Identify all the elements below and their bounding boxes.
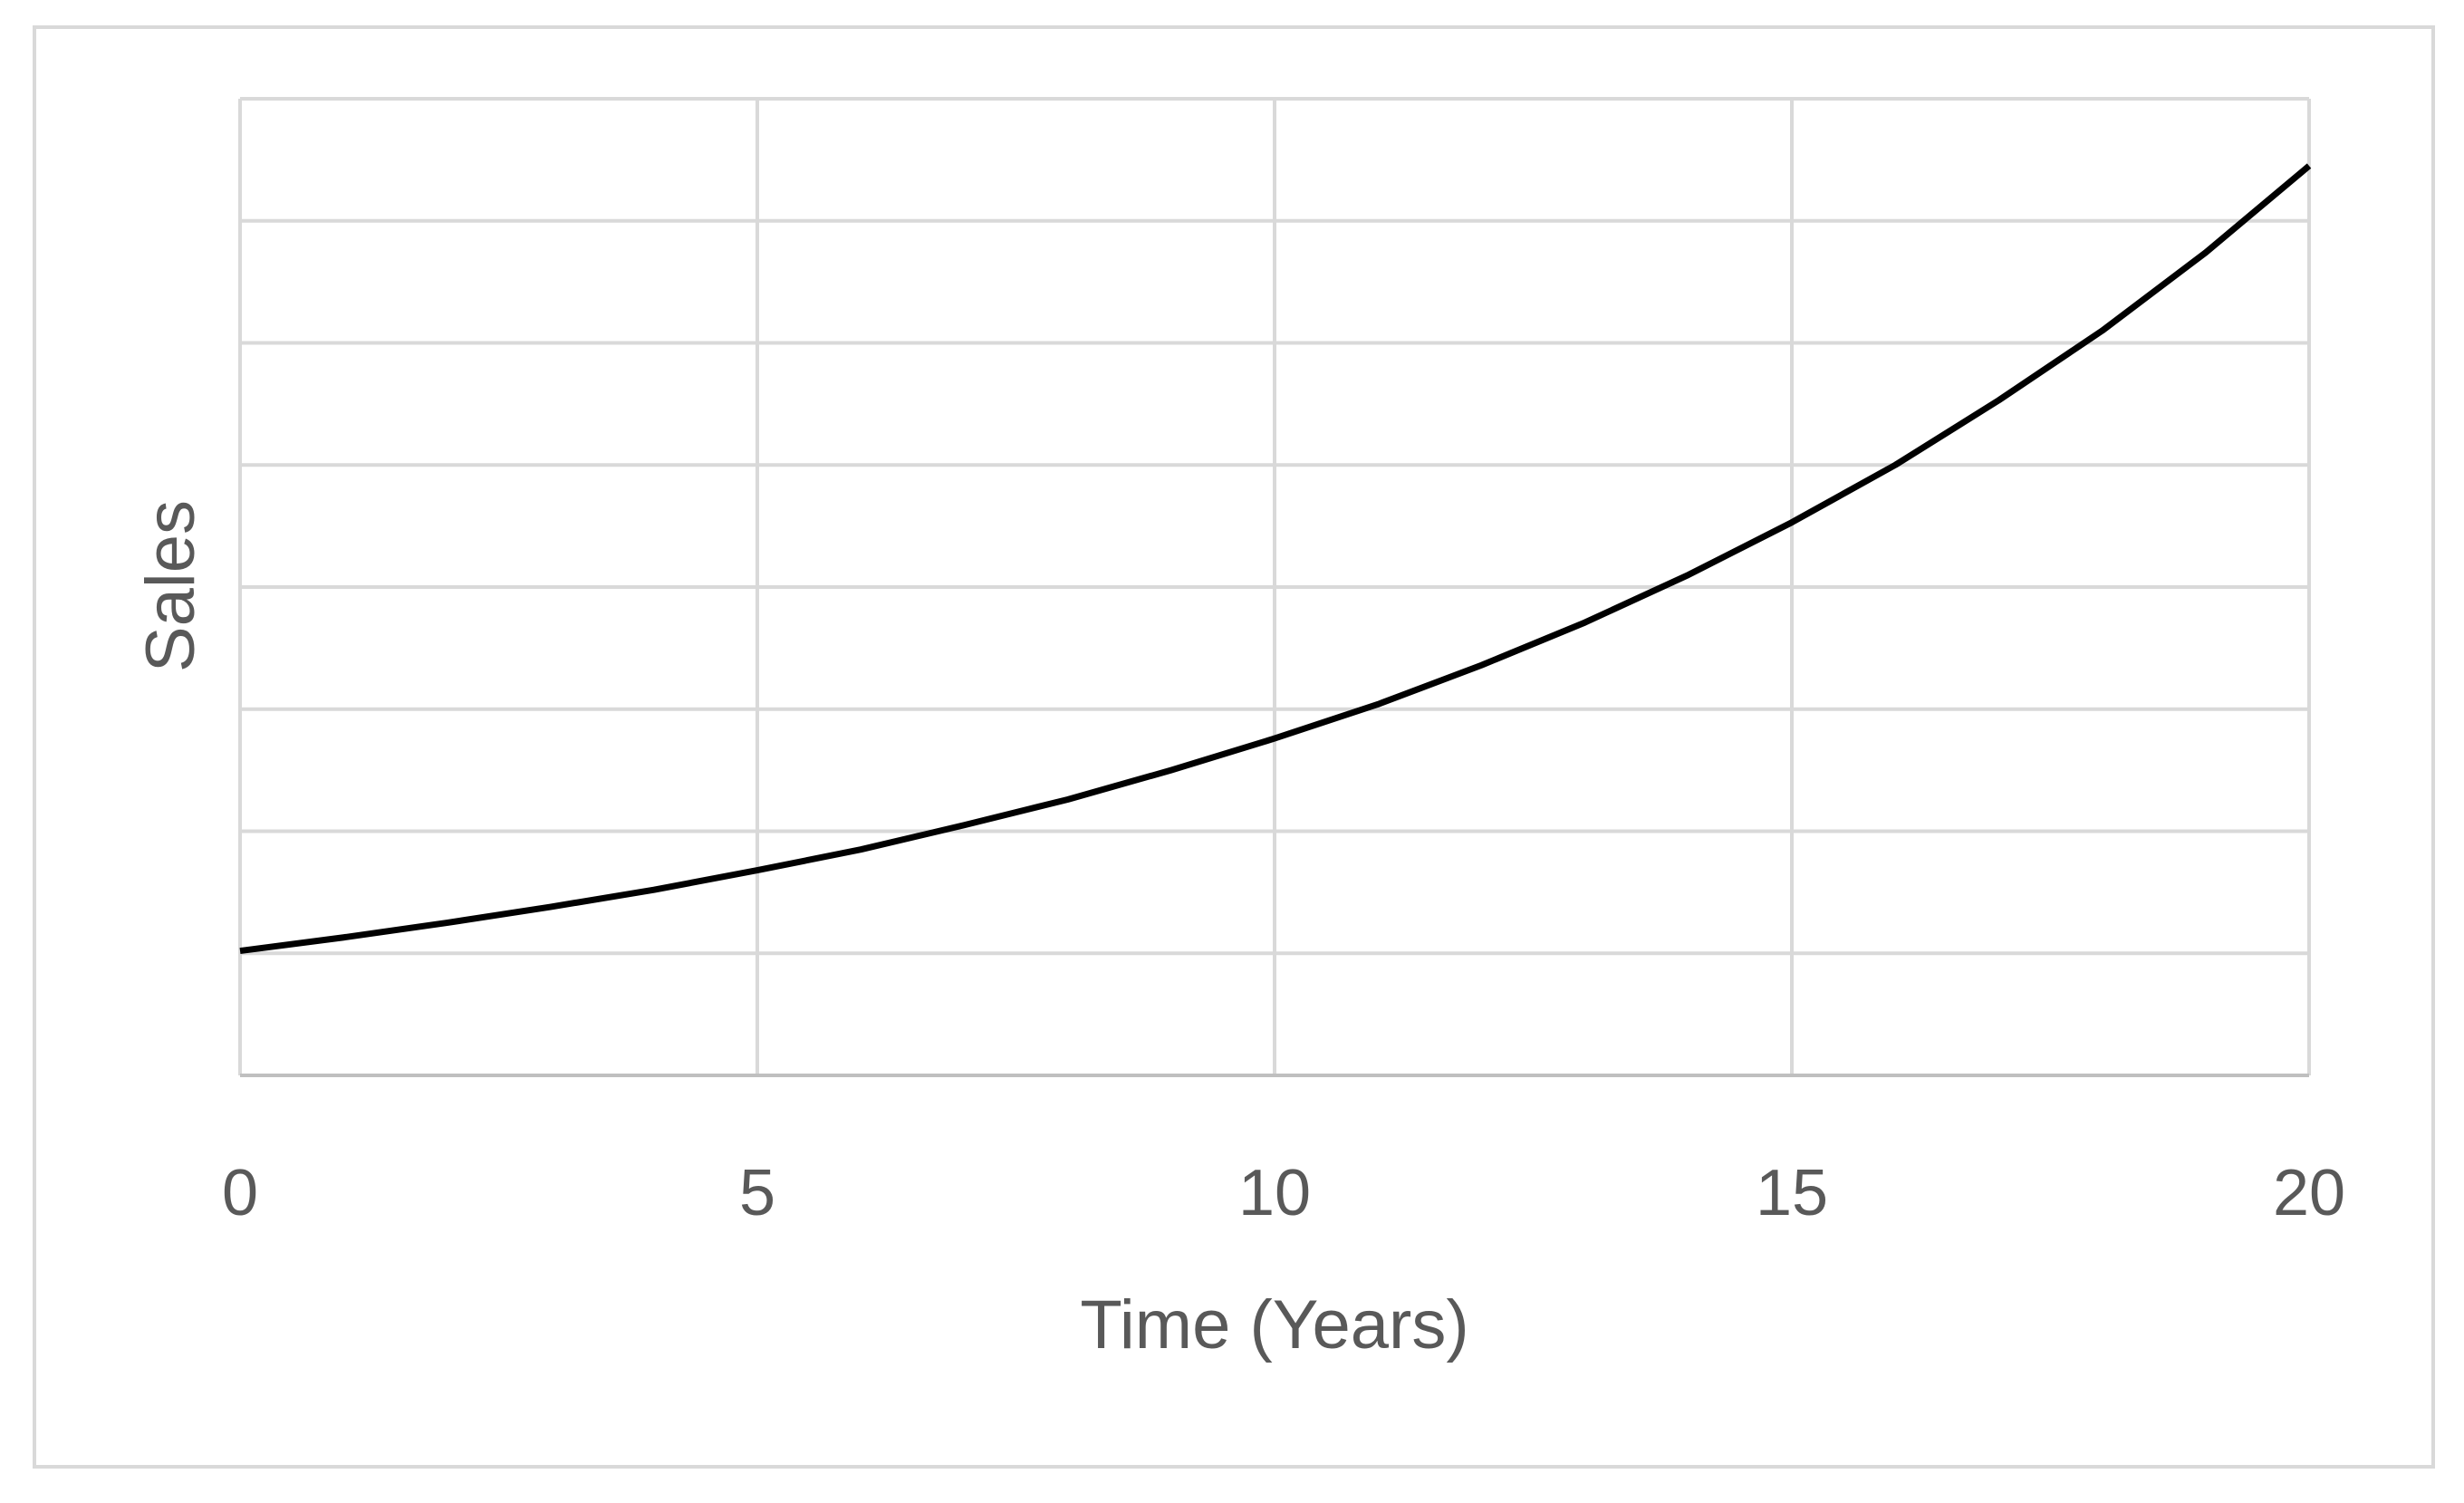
- x-tick-label: 20: [2273, 1157, 2345, 1229]
- x-tick-label: 0: [222, 1157, 258, 1229]
- y-axis-title: Sales: [132, 500, 209, 672]
- chart-frame: [33, 25, 2435, 1469]
- x-axis-title: Time (Years): [1080, 1286, 1468, 1363]
- data-line: [239, 163, 2312, 955]
- x-tick-label: 10: [1238, 1157, 1311, 1229]
- x-tick-label: 15: [1756, 1157, 1828, 1229]
- x-tick-label: 5: [739, 1157, 775, 1229]
